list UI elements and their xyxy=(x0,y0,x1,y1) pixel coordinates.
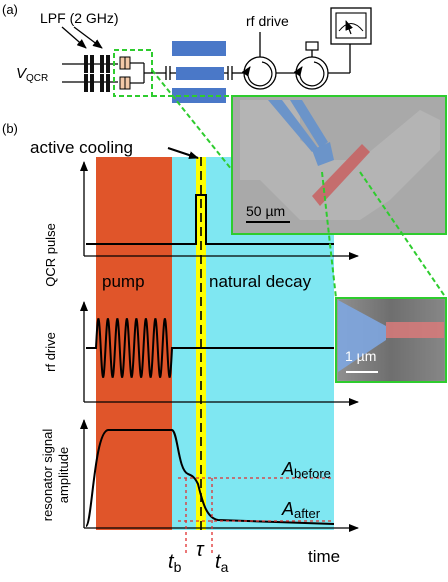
inset-large-micrograph: 50 µm xyxy=(232,96,446,234)
pump-label: pump xyxy=(102,272,145,291)
meter-icon xyxy=(331,8,371,44)
circulator-2 xyxy=(296,42,328,89)
tau-label: τ xyxy=(196,539,205,561)
inset-small-micrograph: 1 µm xyxy=(336,298,446,382)
ta-label: ta xyxy=(215,551,229,575)
scale-small-label: 1 µm xyxy=(345,348,376,364)
active-cooling-label: active cooling xyxy=(30,138,133,157)
circulator-1 xyxy=(244,32,276,89)
active-cooling-arrow xyxy=(168,148,198,158)
qcr-junctions xyxy=(120,57,166,89)
vqcr-label: VQCR xyxy=(16,65,48,84)
lpf-arrow-2 xyxy=(74,27,102,48)
ground-plane-top xyxy=(172,41,226,56)
natural-decay-label: natural decay xyxy=(209,272,312,291)
y-label-res-1: resonator signal xyxy=(40,429,55,522)
resonator-strip xyxy=(176,67,224,80)
time-label: time xyxy=(308,547,340,566)
lpf-arrow-1 xyxy=(62,27,86,48)
lpf-filter-block xyxy=(84,55,110,92)
panel-a-label: (a) xyxy=(2,2,18,17)
y-label-res-2: amplitude xyxy=(56,447,71,503)
scale-large-label: 50 µm xyxy=(246,203,285,219)
y-label-qcr: QCR pulse xyxy=(43,223,58,287)
panel-a-circuit: (a) LPF (2 GHz) VQCR xyxy=(2,2,371,103)
tb-label: tb xyxy=(168,551,182,575)
lpf-label: LPF (2 GHz) xyxy=(40,10,119,26)
rf-drive-label-a: rf drive xyxy=(246,13,289,29)
panel-b-label: (b) xyxy=(2,121,18,136)
y-label-rf: rf drive xyxy=(43,332,58,372)
